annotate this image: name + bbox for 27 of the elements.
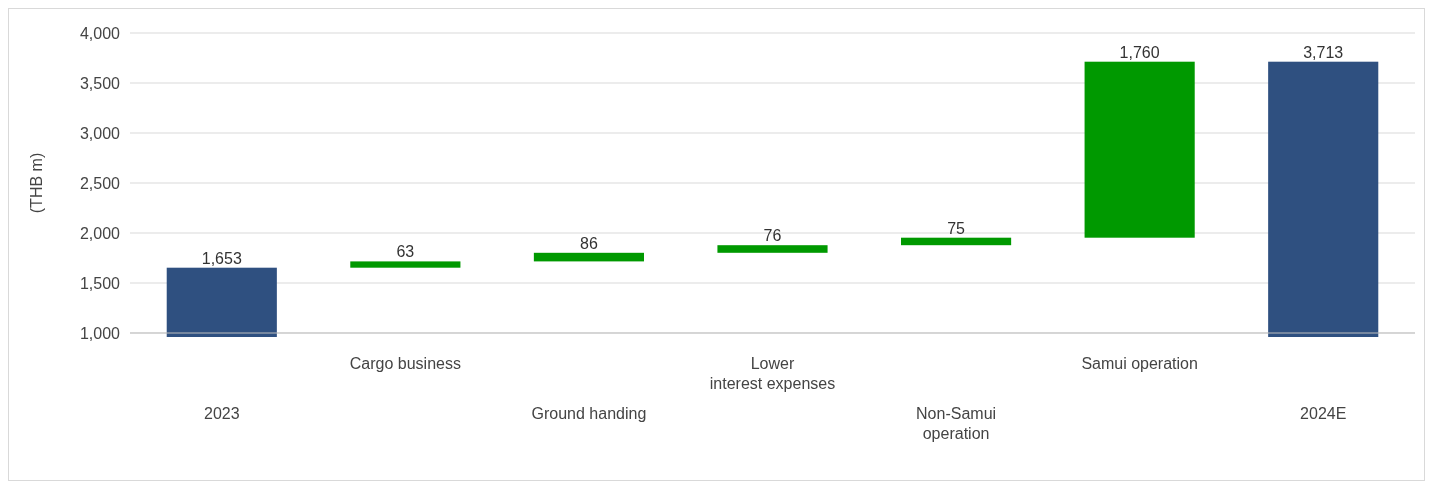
data-label: 75 [947, 219, 966, 237]
y-tick-label: 2,500 [79, 174, 121, 192]
y-tick-label: 2,000 [79, 224, 121, 242]
x-tick-label: Lower interest expenses [709, 355, 836, 392]
x-tick-label: Cargo business [349, 355, 461, 372]
x-tick-label: Samui operation [1081, 355, 1198, 372]
x-tick-label: Non-Samui operation [916, 405, 997, 442]
bar [717, 245, 828, 253]
data-label: 3,713 [1303, 43, 1344, 61]
bar [350, 261, 461, 268]
data-label: 86 [580, 234, 598, 252]
y-axis-title: (THB m) [28, 152, 45, 214]
data-label: 63 [396, 243, 415, 261]
x-tick-label: 2023 [203, 405, 240, 422]
bar [1084, 61, 1195, 238]
data-label: 1,653 [201, 249, 242, 267]
y-tick-label: 1,000 [79, 324, 121, 342]
bar [533, 252, 644, 262]
y-tick-label: 1,500 [79, 274, 121, 292]
data-label: 76 [763, 227, 782, 245]
bar [901, 237, 1012, 246]
y-tick-label: 4,000 [79, 24, 121, 42]
data-label: 1,760 [1119, 43, 1160, 61]
y-tick-label: 3,000 [79, 124, 121, 142]
x-tick-label: Ground handing [531, 405, 647, 422]
y-tick-label: 3,500 [79, 74, 121, 92]
x-tick-label: 2024E [1300, 405, 1347, 422]
